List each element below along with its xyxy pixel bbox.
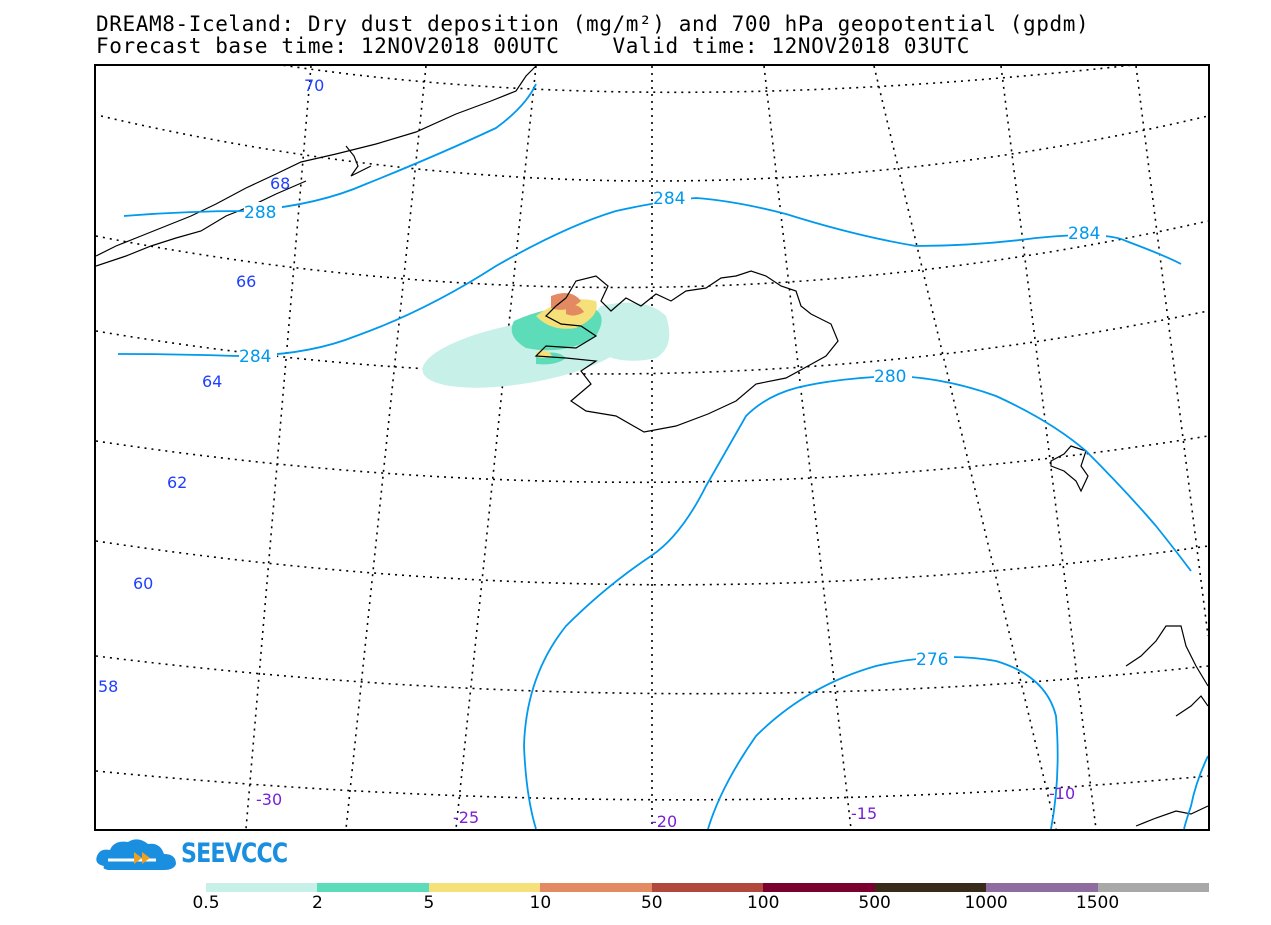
latitude-label: 62 <box>167 473 187 492</box>
longitude-line <box>873 66 1057 829</box>
colorbar-segment <box>874 883 987 892</box>
latitude-line <box>96 310 1208 375</box>
latitude-labels: 70 68 66 64 62 60 58 <box>98 76 324 696</box>
colorbar-label: 1000 <box>964 893 1008 913</box>
map-canvas: 288 284 284 284 280 276 70 68 66 64 62 6… <box>96 66 1208 829</box>
contour-label: 284 <box>653 189 685 209</box>
longitude-label: -20 <box>651 812 677 829</box>
faroe-coastline <box>1050 445 1089 493</box>
longitude-label: -10 <box>1049 784 1075 803</box>
colorbar-label: 5 <box>423 893 435 913</box>
longitude-line <box>345 66 427 829</box>
colorbar-label: 100 <box>746 893 780 913</box>
latitude-line <box>282 66 1131 94</box>
graticule <box>96 66 1208 829</box>
dust-plume <box>422 292 670 388</box>
latitude-label: 68 <box>270 174 290 193</box>
colorbar-segment <box>428 883 541 892</box>
colorbar-label: 50 <box>640 893 663 913</box>
logo-text: SEEVCCC <box>181 838 288 869</box>
cloud-logo-icon <box>96 839 176 870</box>
contour-label: 276 <box>916 650 948 670</box>
colorbar-segment <box>540 883 652 892</box>
greenland-coastline <box>345 145 372 177</box>
colorbar-segment <box>651 883 764 892</box>
contour-east <box>1183 755 1208 829</box>
colorbar-label: 1500 <box>1075 893 1120 913</box>
colorbar-label: 500 <box>858 893 891 913</box>
colorbar-label: 10 <box>529 893 552 913</box>
longitude-line <box>1135 66 1208 637</box>
colorbar <box>206 883 1209 892</box>
norway-coastline <box>1175 695 1208 717</box>
colorbar-segment <box>1097 883 1209 892</box>
map-title: DREAM8-Iceland: Dry dust deposition (mg/… <box>96 12 1090 36</box>
colorbar-label: 0.5 <box>192 893 220 913</box>
latitude-label: 60 <box>133 574 153 593</box>
greenland-coastline <box>96 66 537 257</box>
iceland-coastline <box>534 270 839 433</box>
colorbar-segment <box>317 883 429 892</box>
contour-label: 288 <box>244 203 276 223</box>
latitude-line <box>100 115 1208 182</box>
colorbar-segment <box>763 883 875 892</box>
longitude-label: -25 <box>453 808 479 827</box>
longitude-line <box>763 66 852 829</box>
longitude-line <box>455 66 537 829</box>
contour-label: 284 <box>1068 224 1100 244</box>
latitude-line <box>96 220 1208 289</box>
latitude-label: 70 <box>304 76 324 95</box>
contour-labels: 288 284 284 284 280 276 <box>239 188 1106 670</box>
contour-label: 284 <box>239 347 271 367</box>
latitude-label: 64 <box>202 372 222 391</box>
colorbar-label: 2 <box>312 893 323 913</box>
contour-288 <box>123 83 537 217</box>
longitude-label: -15 <box>851 804 877 823</box>
scotland-coastline <box>1135 805 1208 827</box>
coastlines <box>96 66 1208 827</box>
map-panel[interactable]: 288 284 284 284 280 276 70 68 66 64 62 6… <box>94 64 1210 831</box>
latitude-line <box>96 435 1208 484</box>
colorbar-segment <box>206 883 318 892</box>
longitude-labels: -30 -25 -20 -15 -10 <box>256 784 1075 829</box>
map-subtitle: Forecast base time: 12NOV2018 00UTC Vali… <box>96 34 971 58</box>
contour-label: 280 <box>874 367 906 387</box>
longitude-label: -30 <box>256 790 282 809</box>
greenland-coastline <box>96 180 307 267</box>
latitude-line <box>96 540 1208 586</box>
latitude-label: 58 <box>98 677 118 696</box>
contour-276 <box>707 656 1059 829</box>
norway-coastline <box>1125 625 1208 687</box>
colorbar-segment <box>986 883 1098 892</box>
longitude-line <box>245 66 312 829</box>
contour-280-south <box>523 387 797 829</box>
contour-280 <box>795 375 1192 572</box>
latitude-label: 66 <box>236 272 256 291</box>
